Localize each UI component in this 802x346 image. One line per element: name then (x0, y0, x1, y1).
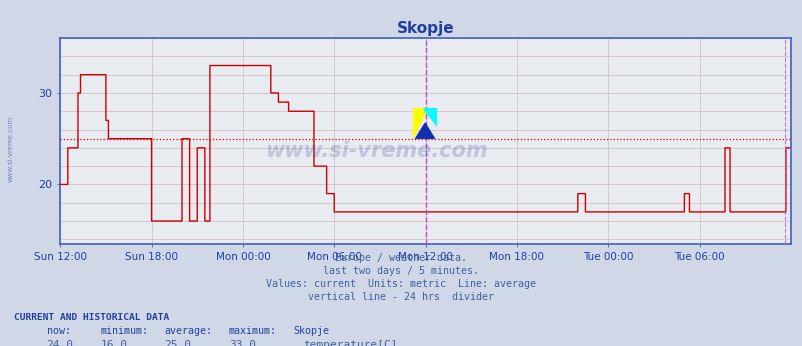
Text: temperature[C]: temperature[C] (303, 340, 398, 346)
Text: www.si-vreme.com: www.si-vreme.com (7, 116, 14, 182)
Text: Europe / weather data.: Europe / weather data. (335, 253, 467, 263)
Text: 16.0: 16.0 (100, 340, 128, 346)
Text: now:: now: (47, 326, 71, 336)
Text: Values: current  Units: metric  Line: average: Values: current Units: metric Line: aver… (266, 279, 536, 289)
Polygon shape (415, 123, 434, 139)
Text: 25.0: 25.0 (164, 340, 192, 346)
Text: 33.0: 33.0 (229, 340, 256, 346)
Title: Skopje: Skopje (396, 20, 454, 36)
Text: www.si-vreme.com: www.si-vreme.com (265, 142, 487, 162)
Text: maximum:: maximum: (229, 326, 277, 336)
Polygon shape (422, 108, 436, 126)
Text: vertical line - 24 hrs  divider: vertical line - 24 hrs divider (308, 292, 494, 302)
Text: Skopje: Skopje (293, 326, 329, 336)
Text: 24.0: 24.0 (47, 340, 74, 346)
Text: average:: average: (164, 326, 213, 336)
Text: minimum:: minimum: (100, 326, 148, 336)
Polygon shape (412, 108, 427, 139)
Text: CURRENT AND HISTORICAL DATA: CURRENT AND HISTORICAL DATA (14, 313, 169, 322)
Text: last two days / 5 minutes.: last two days / 5 minutes. (323, 266, 479, 276)
